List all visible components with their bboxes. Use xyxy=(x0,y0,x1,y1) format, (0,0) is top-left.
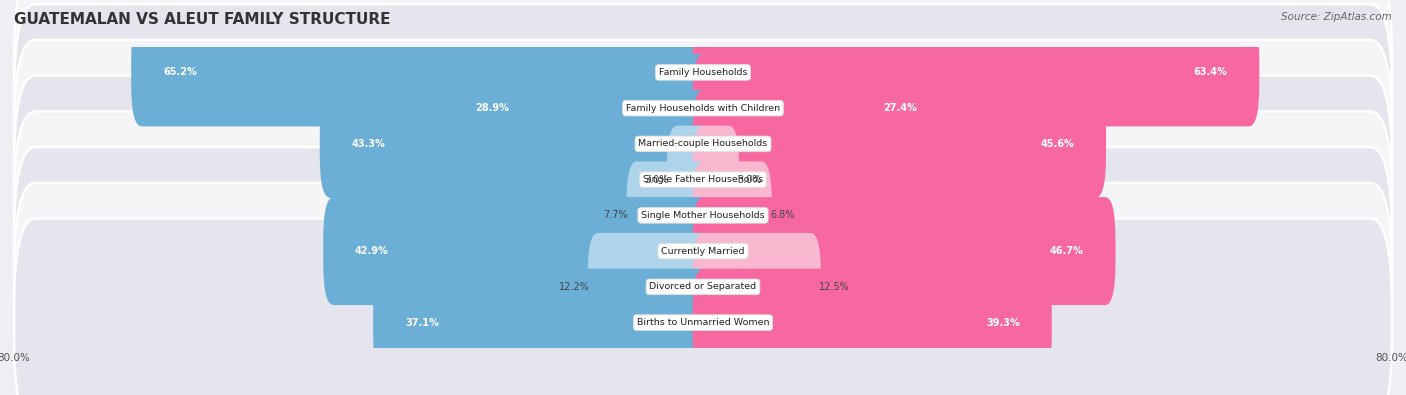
FancyBboxPatch shape xyxy=(373,269,713,376)
Text: 28.9%: 28.9% xyxy=(475,103,509,113)
FancyBboxPatch shape xyxy=(693,162,772,269)
FancyBboxPatch shape xyxy=(14,111,1392,320)
FancyBboxPatch shape xyxy=(626,162,713,269)
Text: 39.3%: 39.3% xyxy=(986,318,1019,327)
FancyBboxPatch shape xyxy=(323,197,713,305)
Text: 6.8%: 6.8% xyxy=(770,211,794,220)
FancyBboxPatch shape xyxy=(14,75,1392,284)
FancyBboxPatch shape xyxy=(14,183,1392,391)
Text: 42.9%: 42.9% xyxy=(356,246,389,256)
Text: Births to Unmarried Women: Births to Unmarried Women xyxy=(637,318,769,327)
FancyBboxPatch shape xyxy=(693,269,1052,376)
Text: 3.0%: 3.0% xyxy=(738,175,762,184)
Text: 65.2%: 65.2% xyxy=(163,68,197,77)
FancyBboxPatch shape xyxy=(693,54,949,162)
FancyBboxPatch shape xyxy=(588,233,713,341)
FancyBboxPatch shape xyxy=(131,19,713,126)
FancyBboxPatch shape xyxy=(666,126,713,233)
Text: 27.4%: 27.4% xyxy=(884,103,918,113)
Text: 3.0%: 3.0% xyxy=(644,175,669,184)
Text: Divorced or Separated: Divorced or Separated xyxy=(650,282,756,292)
FancyBboxPatch shape xyxy=(14,0,1392,177)
FancyBboxPatch shape xyxy=(14,4,1392,212)
Text: Married-couple Households: Married-couple Households xyxy=(638,139,768,149)
Text: GUATEMALAN VS ALEUT FAMILY STRUCTURE: GUATEMALAN VS ALEUT FAMILY STRUCTURE xyxy=(14,12,391,27)
FancyBboxPatch shape xyxy=(14,40,1392,248)
Text: 63.4%: 63.4% xyxy=(1194,68,1227,77)
Text: Family Households with Children: Family Households with Children xyxy=(626,103,780,113)
Text: 7.7%: 7.7% xyxy=(603,211,628,220)
FancyBboxPatch shape xyxy=(693,90,1107,198)
Text: 12.5%: 12.5% xyxy=(820,282,851,292)
FancyBboxPatch shape xyxy=(693,233,821,341)
FancyBboxPatch shape xyxy=(693,19,1260,126)
FancyBboxPatch shape xyxy=(319,90,713,198)
Text: 46.7%: 46.7% xyxy=(1050,246,1084,256)
Text: Family Households: Family Households xyxy=(659,68,747,77)
FancyBboxPatch shape xyxy=(444,54,713,162)
Text: 37.1%: 37.1% xyxy=(405,318,439,327)
FancyBboxPatch shape xyxy=(14,147,1392,355)
FancyBboxPatch shape xyxy=(693,197,1115,305)
Text: 12.2%: 12.2% xyxy=(558,282,589,292)
Text: Currently Married: Currently Married xyxy=(661,246,745,256)
Text: 45.6%: 45.6% xyxy=(1040,139,1074,149)
Text: 43.3%: 43.3% xyxy=(352,139,385,149)
FancyBboxPatch shape xyxy=(693,126,740,233)
Text: Single Father Households: Single Father Households xyxy=(643,175,763,184)
FancyBboxPatch shape xyxy=(14,218,1392,395)
Text: Single Mother Households: Single Mother Households xyxy=(641,211,765,220)
Text: Source: ZipAtlas.com: Source: ZipAtlas.com xyxy=(1281,12,1392,22)
